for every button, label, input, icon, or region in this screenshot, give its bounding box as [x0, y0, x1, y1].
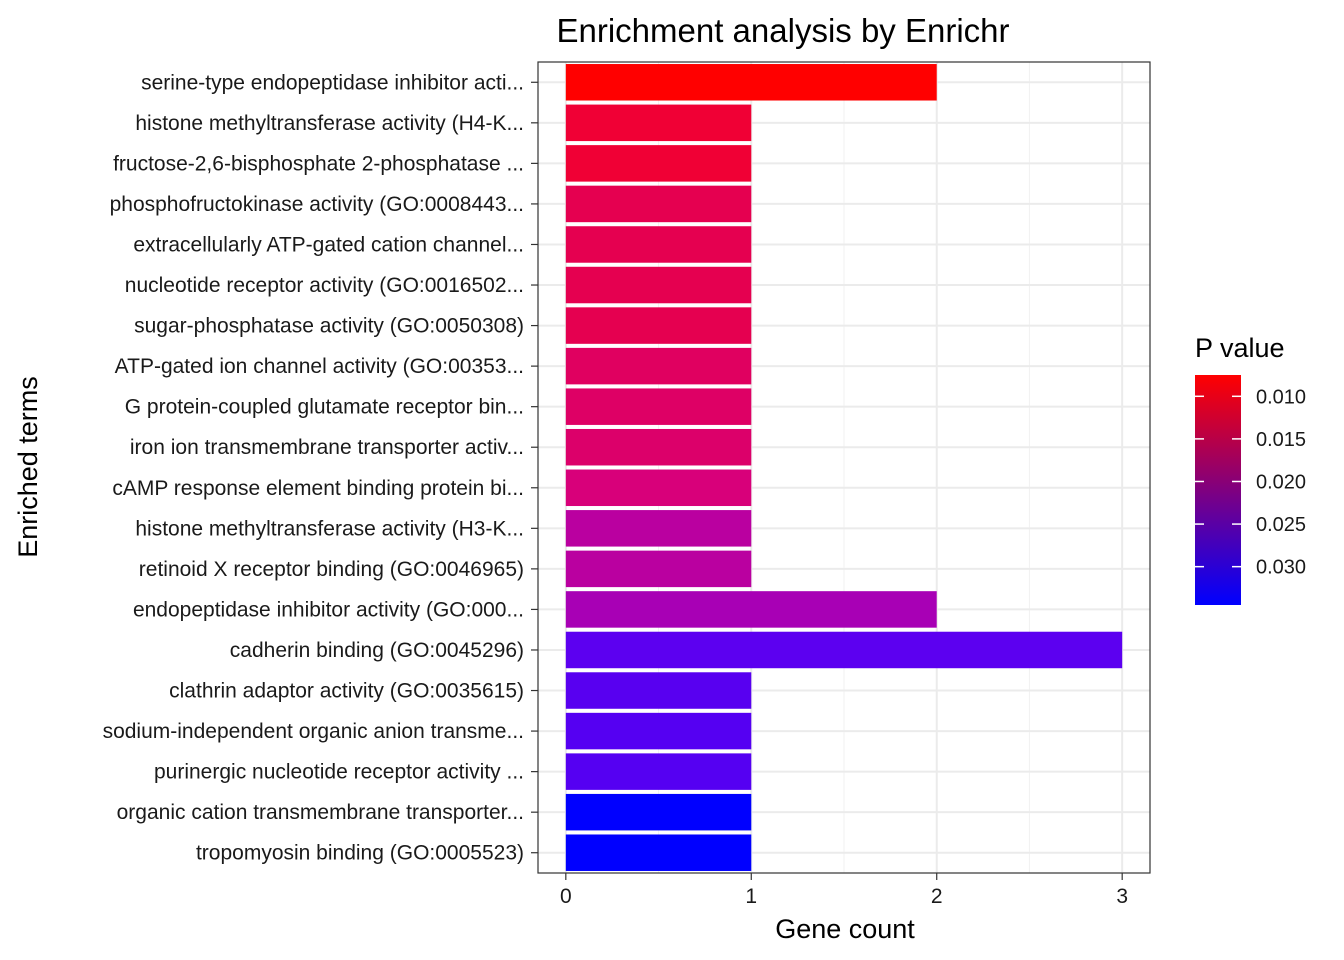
- bar: [565, 185, 752, 223]
- y-tick-label: nucleotide receptor activity (GO:0016502…: [125, 274, 524, 297]
- y-tick-label: sodium-independent organic anion transme…: [103, 720, 524, 743]
- y-tick-label: cAMP response element binding protein bi…: [112, 477, 524, 500]
- legend-tick-label: 0.015: [1256, 429, 1306, 451]
- y-tick-label: G protein-coupled glutamate receptor bin…: [125, 396, 524, 419]
- bar: [565, 793, 752, 831]
- y-tick-label: retinoid X receptor binding (GO:0046965): [139, 558, 524, 581]
- y-tick-label: iron ion transmembrane transporter activ…: [130, 436, 524, 459]
- y-tick-label: extracellularly ATP-gated cation channel…: [133, 233, 524, 256]
- x-tick-label: 1: [745, 885, 757, 908]
- bar: [565, 145, 752, 182]
- bar: [565, 712, 752, 750]
- bar: [565, 510, 752, 547]
- x-tick-label: 2: [931, 885, 943, 908]
- y-tick-label: histone methyltransferase activity (H4-K…: [135, 112, 524, 135]
- y-tick-label: sugar-phosphatase activity (GO:0050308): [134, 315, 524, 338]
- y-tick-label: purinergic nucleotide receptor activity …: [154, 761, 524, 784]
- bar: [565, 104, 752, 142]
- legend-ticks: 0.010 0.015 0.020 0.025 0.030: [1195, 386, 1306, 579]
- bar: [565, 753, 752, 790]
- y-tick-label: histone methyltransferase activity (H3-K…: [135, 517, 524, 540]
- legend-tick-label: 0.030: [1256, 557, 1306, 579]
- y-tick-label: clathrin adaptor activity (GO:0035615): [169, 680, 524, 703]
- y-axis-ticks: serine-type endopeptidase inhibitor acti…: [103, 71, 538, 865]
- y-tick-label: endopeptidase inhibitor activity (GO:000…: [133, 598, 524, 621]
- bar: [565, 469, 752, 507]
- legend-tick-label: 0.020: [1256, 471, 1306, 493]
- bar: [565, 226, 752, 263]
- x-axis-ticks: 0 1 2 3: [560, 873, 1128, 908]
- y-tick-label: tropomyosin binding (GO:0005523): [196, 842, 524, 865]
- y-tick-label: serine-type endopeptidase inhibitor acti…: [141, 71, 524, 94]
- y-tick-label: phosphofructokinase activity (GO:0008443…: [110, 193, 524, 216]
- bar: [565, 834, 752, 871]
- y-axis-title: Enriched terms: [13, 376, 43, 558]
- x-axis-title: Gene count: [775, 914, 915, 944]
- legend-tick-label: 0.025: [1256, 514, 1306, 536]
- color-legend: P value 0.010 0.015 0.020 0.025 0.030: [1195, 333, 1306, 605]
- plot-panel-border: [537, 61, 1151, 874]
- x-tick-label: 3: [1116, 885, 1128, 908]
- bar: [565, 591, 937, 628]
- y-tick-label: organic cation transmembrane transporter…: [117, 801, 524, 824]
- bar: [565, 388, 752, 425]
- bar: [565, 672, 752, 709]
- bar: [565, 631, 1123, 669]
- y-tick-label: cadherin binding (GO:0045296): [230, 639, 524, 662]
- legend-colorbar: [1195, 375, 1241, 605]
- bar: [565, 307, 752, 344]
- chart-title: Enrichment analysis by Enrichr: [556, 12, 1009, 49]
- bar: [565, 428, 752, 466]
- x-tick-label: 0: [560, 885, 572, 908]
- legend-title: P value: [1195, 333, 1285, 363]
- legend-tick-label: 0.010: [1256, 386, 1306, 408]
- y-tick-label: fructose-2,6-bisphosphate 2-phosphatase …: [113, 152, 524, 175]
- bar: [565, 64, 937, 101]
- bar: [565, 550, 752, 588]
- bar: [565, 266, 752, 304]
- bars: [565, 64, 1123, 871]
- y-tick-label: ATP-gated ion channel activity (GO:00353…: [115, 355, 524, 378]
- bar: [565, 347, 752, 385]
